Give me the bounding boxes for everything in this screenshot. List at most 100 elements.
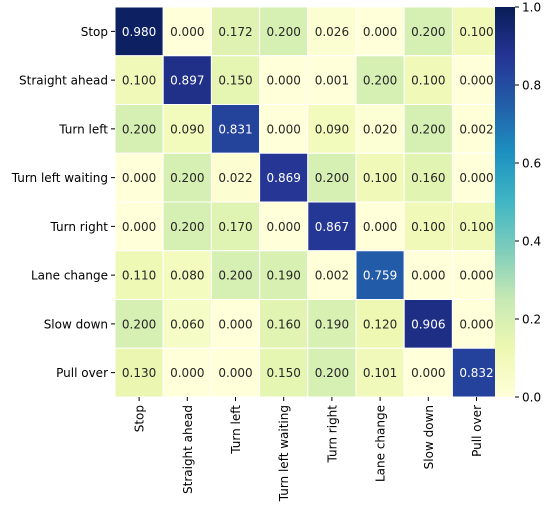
heatmap-cell xyxy=(307,299,357,349)
heatmap-cell-label: 0.160 xyxy=(411,171,445,185)
y-tick-label: Lane change xyxy=(31,269,108,283)
heatmap-cell xyxy=(259,201,309,252)
heatmap-cell-label: 0.980 xyxy=(122,25,156,39)
heatmap-cell xyxy=(114,299,164,349)
heatmap-cell xyxy=(403,250,453,300)
x-axis-tick-labels: Stop Straight ahead Turn left Turn left wai… xyxy=(133,397,484,502)
heatmap-cell-label: 0.200 xyxy=(363,74,397,88)
heatmap-cell-label: 0.000 xyxy=(411,269,445,283)
heatmap-cell-label: 0.000 xyxy=(122,220,156,234)
heatmap-cell xyxy=(403,299,453,349)
heatmap-cell-label: 0.000 xyxy=(459,317,493,331)
heatmap-cell xyxy=(259,55,309,105)
heatmap-cell-label: 0.200 xyxy=(411,122,445,136)
heatmap-cell-labels: 0.980 0.000 0.172 0.200 0.026 0.000 0.200 0.100… xyxy=(122,25,494,380)
heatmap-cell-label: 0.906 xyxy=(411,317,445,331)
heatmap-cell-label: 0.200 xyxy=(411,25,445,39)
heatmap-cell xyxy=(451,250,502,300)
heatmap-cell-label: 0.100 xyxy=(459,25,493,39)
heatmap-cell-label: 0.831 xyxy=(218,122,252,136)
x-tick-label: Slow down xyxy=(422,405,436,469)
heatmap-cell xyxy=(114,6,164,57)
heatmap-cell-label: 0.160 xyxy=(267,317,301,331)
heatmap-cell-label: 0.200 xyxy=(315,171,349,185)
x-tick-label: Turn left xyxy=(229,405,243,455)
y-tick-label: Turn right xyxy=(50,220,109,234)
heatmap-cell-label: 0.759 xyxy=(363,269,397,283)
x-tick-label: Straight ahead xyxy=(181,405,195,494)
y-tick-label: Turn left xyxy=(58,122,108,136)
heatmap-cell-label: 0.100 xyxy=(363,171,397,185)
heatmap-cell xyxy=(403,104,453,154)
colorbar-tick-label: 0.4 xyxy=(522,235,541,249)
heatmap-cell-label: 0.060 xyxy=(170,317,204,331)
heatmap-cell-label: 0.090 xyxy=(170,122,204,136)
heatmap-cell-label: 0.869 xyxy=(267,171,301,185)
heatmap-cell-label: 0.190 xyxy=(315,317,349,331)
heatmap-cell xyxy=(355,250,405,300)
heatmap-cell-label: 0.000 xyxy=(363,220,397,234)
heatmap-cell-label: 0.100 xyxy=(411,74,445,88)
heatmap-cell-label: 0.080 xyxy=(170,269,204,283)
heatmap-cell-label: 0.002 xyxy=(315,269,349,283)
x-tick-label: Lane change xyxy=(374,405,388,482)
heatmap-cells xyxy=(114,6,502,398)
heatmap-cell xyxy=(307,201,357,252)
heatmap-cell-label: 0.170 xyxy=(218,220,252,234)
heatmap-cell-label: 0.100 xyxy=(459,220,493,234)
heatmap-cell xyxy=(451,201,502,252)
heatmap-cell-label: 0.000 xyxy=(267,220,301,234)
heatmap-cell-label: 0.150 xyxy=(218,74,252,88)
heatmap-cell-label: 0.000 xyxy=(267,74,301,88)
x-tick-label: Turn left waiting xyxy=(277,405,291,502)
heatmap-cell-label: 0.897 xyxy=(170,74,204,88)
heatmap-cell-label: 0.200 xyxy=(170,171,204,185)
heatmap-cell-label: 0.200 xyxy=(218,269,252,283)
colorbar-tick-label: 0.8 xyxy=(522,79,541,93)
y-tick-label: Turn left waiting xyxy=(11,171,108,185)
heatmap-cell-label: 0.000 xyxy=(459,269,493,283)
heatmap-cell xyxy=(403,201,453,252)
heatmap-cell xyxy=(259,104,309,154)
heatmap-cell-label: 0.026 xyxy=(315,25,349,39)
heatmap-cell-label: 0.101 xyxy=(363,366,397,380)
heatmap-cell xyxy=(355,104,405,154)
colorbar-tick-label: 0.6 xyxy=(522,157,541,171)
heatmap-cell xyxy=(307,152,357,203)
heatmap-cell-label: 0.022 xyxy=(218,171,252,185)
heatmap-cell xyxy=(307,104,357,154)
heatmap-cell-label: 0.000 xyxy=(363,25,397,39)
heatmap-cell-label: 0.867 xyxy=(315,220,349,234)
heatmap-cell-label: 0.000 xyxy=(218,366,252,380)
heatmap-cell-label: 0.000 xyxy=(122,171,156,185)
heatmap-cell-label: 0.000 xyxy=(218,317,252,331)
colorbar: 0.0 0.2 0.4 0.6 0.8 1.0 xyxy=(495,1,541,405)
heatmap-cell-label: 0.000 xyxy=(170,25,204,39)
heatmap-cell-label: 0.200 xyxy=(122,317,156,331)
heatmap-cell xyxy=(162,104,212,154)
x-tick-label: Pull over xyxy=(470,405,484,457)
heatmap-cell xyxy=(210,250,261,300)
heatmap-cell-label: 0.000 xyxy=(170,366,204,380)
heatmap-cell xyxy=(451,347,502,398)
heatmap-cell-label: 0.000 xyxy=(459,74,493,88)
heatmap-cell-label: 0.190 xyxy=(267,269,301,283)
heatmap-cell xyxy=(162,299,212,349)
heatmap-cell-label: 0.000 xyxy=(459,171,493,185)
heatmap-cell xyxy=(210,6,261,57)
y-tick-label: Stop xyxy=(81,25,108,39)
heatmap-cell xyxy=(210,104,261,154)
colorbar-tick-label: 1.0 xyxy=(522,1,541,15)
heatmap-cell-label: 0.000 xyxy=(411,366,445,380)
heatmap-cell xyxy=(210,152,261,203)
heatmap-cell xyxy=(162,6,212,57)
heatmap-cell-label: 0.100 xyxy=(411,220,445,234)
heatmap-cell-label: 0.832 xyxy=(459,366,493,380)
colorbar-gradient xyxy=(495,7,515,397)
y-tick-label: Slow down xyxy=(44,317,108,331)
heatmap-cell xyxy=(162,55,212,105)
heatmap-cell-label: 0.100 xyxy=(122,74,156,88)
y-axis-tick-labels: Stop Straight ahead Turn left Turn left wai… xyxy=(11,25,115,380)
heatmap-cell xyxy=(162,250,212,300)
